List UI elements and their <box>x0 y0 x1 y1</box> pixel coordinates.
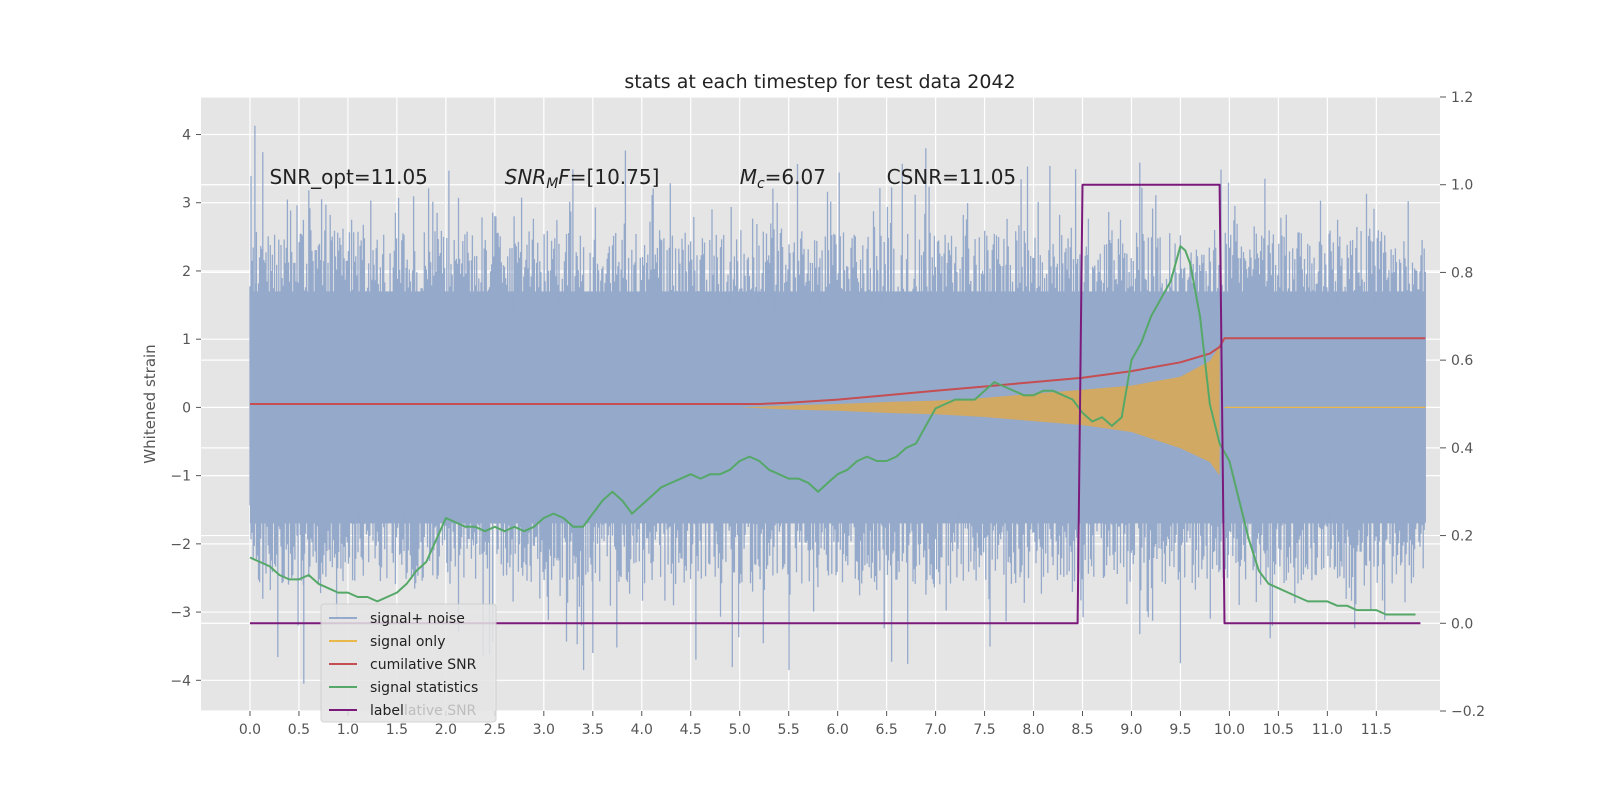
legend-label: signal statistics <box>370 680 478 696</box>
annotation-3: Mc=6.07 <box>740 165 826 192</box>
x-tick-label: 10.0 <box>1214 722 1245 738</box>
y-tick-label: 0 <box>182 400 191 416</box>
x-tick-label: 0.5 <box>288 722 310 738</box>
x-tick-label: 2.5 <box>484 722 506 738</box>
x-tick-label: 4.5 <box>680 722 702 738</box>
x-tick-label: 8.0 <box>1022 722 1044 738</box>
x-tick-label: 11.5 <box>1361 722 1392 738</box>
annotation-4: CSNR=11.05 <box>887 165 1017 189</box>
y2-axis-ticks: 1.2 1.0 0.8 0.6 0.4 0.2 0.0 −0.2 <box>1440 90 1485 720</box>
x-tick-label: 2.0 <box>435 722 457 738</box>
chart-title: stats at each timestep for test data 204… <box>624 71 1015 93</box>
legend-box <box>320 603 497 723</box>
legend: lative SNR signal+ noise signal only cumila… <box>320 603 497 723</box>
y-axis-ticks: 4 3 2 1 0 −1 −2 −3 −4 <box>170 128 201 689</box>
annotation-2: SNRMF=[10.75] <box>505 165 660 192</box>
x-tick-label: 3.5 <box>582 722 604 738</box>
x-tick-label: 11.0 <box>1312 722 1343 738</box>
legend-label: label <box>370 703 404 719</box>
x-tick-label: 8.5 <box>1071 722 1093 738</box>
y2-tick-label: 1.2 <box>1451 90 1473 106</box>
y-tick-label: 1 <box>182 332 191 348</box>
x-tick-label: 5.5 <box>778 722 800 738</box>
legend-label: cumilative SNR <box>370 657 477 673</box>
series-layer <box>249 183 1426 625</box>
y-tick-label: −3 <box>170 605 191 621</box>
y-tick-label: 4 <box>182 128 191 144</box>
x-tick-label: 0.0 <box>239 722 261 738</box>
annotations: SNR_opt=11.05 SNRMF=[10.75] Mc=6.07 CSNR=11… <box>270 165 1017 192</box>
x-tick-label: 9.5 <box>1169 722 1191 738</box>
x-tick-label: 7.0 <box>924 722 946 738</box>
legend-label: signal+ noise <box>370 611 465 627</box>
x-axis-ticks: 0.0 0.5 1.0 1.5 2.0 2.5 3.0 3.5 4.0 4.5 5.0 5.5 6.0 6… <box>239 711 1392 738</box>
y2-tick-label: 0.8 <box>1451 265 1473 281</box>
signal-statistics-line <box>249 245 1416 616</box>
y-axis-label: Whitened strain <box>141 344 159 463</box>
x-tick-label: 9.0 <box>1120 722 1142 738</box>
x-tick-label: 3.0 <box>533 722 555 738</box>
legend-ghost-text: lative SNR <box>404 703 477 719</box>
y-tick-label: 3 <box>182 196 191 212</box>
x-tick-label: 1.0 <box>337 722 359 738</box>
x-tick-label: 1.5 <box>386 722 408 738</box>
y2-tick-label: 0.4 <box>1451 441 1473 457</box>
x-tick-label: 5.0 <box>729 722 751 738</box>
x-tick-label: 7.5 <box>973 722 995 738</box>
y2-tick-label: 0.6 <box>1451 353 1473 369</box>
legend-label: signal only <box>370 634 445 650</box>
y-tick-label: −1 <box>170 469 191 485</box>
x-tick-label: 4.0 <box>631 722 653 738</box>
y2-tick-label: 0.2 <box>1451 529 1473 545</box>
x-tick-label: 6.5 <box>875 722 897 738</box>
x-tick-label: 6.0 <box>827 722 849 738</box>
y-tick-label: −2 <box>170 537 191 553</box>
signal-only-envelope <box>739 346 1220 476</box>
y-tick-label: −4 <box>170 673 191 689</box>
y2-tick-label: 0.0 <box>1451 616 1473 632</box>
x-tick-label: 10.5 <box>1263 722 1294 738</box>
annotation-1: SNR_opt=11.05 <box>270 165 428 189</box>
y2-tick-label: 1.0 <box>1451 178 1473 194</box>
y2-tick-label: −0.2 <box>1451 704 1485 720</box>
y-tick-label: 2 <box>182 264 191 280</box>
label-line <box>250 183 1421 625</box>
